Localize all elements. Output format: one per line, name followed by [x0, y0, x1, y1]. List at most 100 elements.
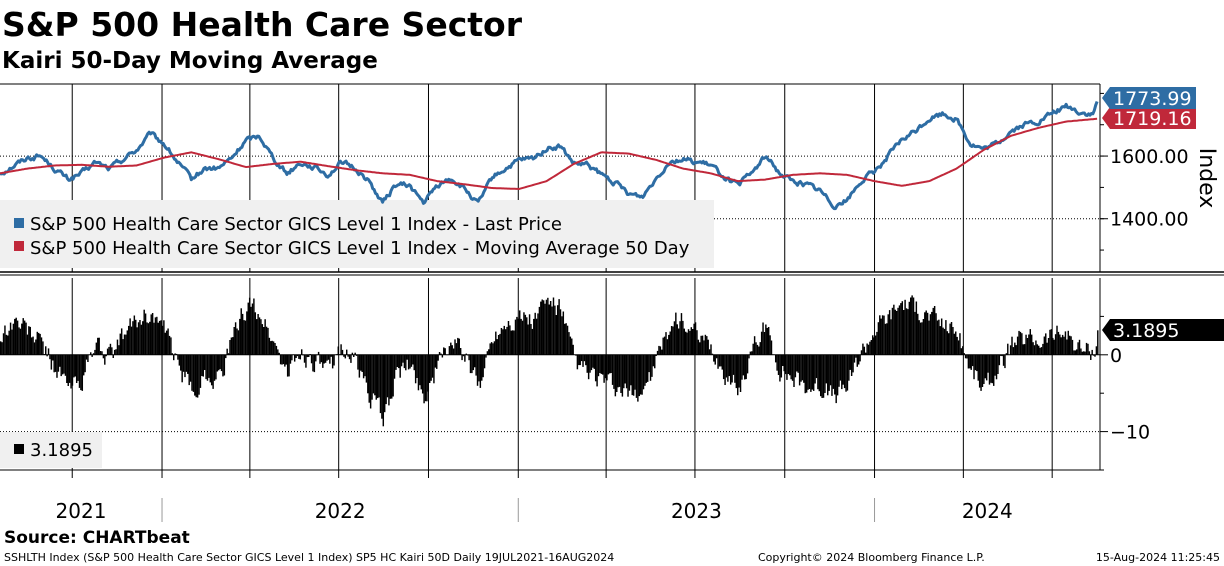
price-panel: S&P 500 Health Care Sector GICS Level 1 …: [0, 83, 1219, 272]
kairi-bar: [787, 354, 790, 374]
kairi-bar: [1004, 354, 1006, 369]
kairi-bar: [748, 354, 750, 359]
kairi-bar: [300, 349, 303, 355]
kairi-bar: [319, 354, 321, 364]
kairi-bar: [739, 354, 742, 392]
kairi-bar: [949, 323, 951, 355]
kairi-bar: [900, 303, 902, 355]
kairi-bar: [1061, 334, 1064, 355]
kairi-bar: [455, 343, 458, 355]
kairi-bar: [921, 322, 923, 355]
kairi-bar: [19, 328, 22, 355]
kairi-bar: [1052, 337, 1054, 355]
kairi-bar: [493, 341, 496, 355]
kairi-bar: [618, 354, 621, 387]
kairi-bar: [205, 354, 207, 380]
kairi-bar: [250, 306, 252, 355]
kairi-bar: [917, 313, 919, 355]
kairi-bar: [807, 354, 809, 390]
kairi-bar: [255, 319, 258, 355]
kairi-bar: [113, 349, 116, 355]
kairi-bar: [597, 354, 600, 377]
kairi-bar: [143, 309, 145, 355]
kairi-bar: [1005, 353, 1008, 355]
kairi-bar: [760, 331, 763, 355]
kairi-bar: [742, 354, 745, 376]
kairi-bar: [164, 332, 167, 355]
kairi-bar: [876, 331, 878, 355]
kairi-bar: [362, 354, 365, 379]
kairi-bar: [1036, 344, 1039, 355]
kairi-bar: [699, 342, 701, 355]
kairi-bar: [890, 319, 892, 355]
kairi-bar: [530, 324, 532, 355]
kairi-bar: [174, 353, 176, 355]
kairi-bar: [400, 354, 403, 367]
kairi-bar: [142, 321, 144, 355]
kairi-bar: [419, 354, 421, 386]
kairi-bar: [504, 329, 507, 355]
kairi-bar: [793, 354, 795, 387]
kairi-bar: [819, 354, 822, 397]
kairi-bar: [562, 311, 565, 355]
kairi-bar: [639, 354, 642, 395]
kairi-bar: [620, 354, 622, 393]
kairi-bar: [21, 323, 23, 355]
kairi-bar: [869, 341, 871, 355]
kairi-bar: [67, 354, 69, 386]
kairi-bar: [510, 330, 513, 355]
kairi-bar: [178, 354, 181, 366]
kairi-bar: [556, 305, 559, 355]
kairi-bar: [514, 319, 517, 355]
kairi-bar: [1073, 350, 1075, 355]
kairi-bar: [461, 354, 463, 361]
kairi-bar: [790, 354, 792, 380]
kairi-bar: [153, 322, 155, 355]
kairi-bar: [976, 354, 978, 372]
kairi-bar: [458, 338, 460, 355]
kairi-bar: [188, 354, 190, 386]
kairi-bar: [957, 340, 960, 355]
kairi-bar: [924, 312, 926, 355]
kairi-bar: [523, 312, 525, 355]
kairi-bar: [35, 339, 37, 355]
kairi-bar: [457, 337, 459, 355]
kairi-bar: [137, 322, 140, 355]
kairi-bar: [580, 354, 583, 362]
kairi-bar: [704, 334, 707, 355]
kairi-bar: [351, 352, 354, 355]
kairi-bar: [974, 354, 977, 371]
kairi-bar: [295, 354, 297, 358]
kairi-bar: [596, 354, 598, 387]
kairi-bar: [488, 349, 490, 355]
kairi-bar: [566, 325, 569, 355]
kairi-bar: [237, 330, 240, 355]
kairi-bar: [336, 354, 338, 355]
kairi-bar: [1094, 354, 1096, 357]
kairi-bar: [1068, 335, 1071, 355]
kairi-bar: [365, 354, 368, 383]
kairi-bar: [964, 354, 967, 359]
kairi-bar: [1014, 342, 1016, 355]
kairi-bar: [1049, 329, 1051, 355]
kairi-bar: [592, 354, 594, 368]
kairi-bar: [192, 354, 195, 392]
kairi-bar: [687, 329, 690, 355]
kairi-bar: [777, 354, 780, 375]
kairi-bar: [167, 328, 169, 355]
kairi-bar: [863, 346, 866, 355]
kairi-bar: [61, 354, 64, 375]
kairi-bar: [417, 354, 420, 391]
kairi-bar: [938, 319, 940, 355]
kairi-bar: [364, 354, 366, 377]
kairi-bar: [610, 354, 612, 373]
kairi-bar: [528, 314, 531, 355]
x-tick-label: 2024: [962, 499, 1013, 523]
kairi-bar: [346, 349, 348, 355]
kairi-bar: [843, 354, 846, 389]
kairi-bar: [846, 354, 849, 391]
kairi-bar: [476, 354, 479, 386]
kairi-bar: [895, 311, 898, 355]
kairi-bar: [50, 354, 53, 370]
kairi-bar: [8, 330, 10, 355]
